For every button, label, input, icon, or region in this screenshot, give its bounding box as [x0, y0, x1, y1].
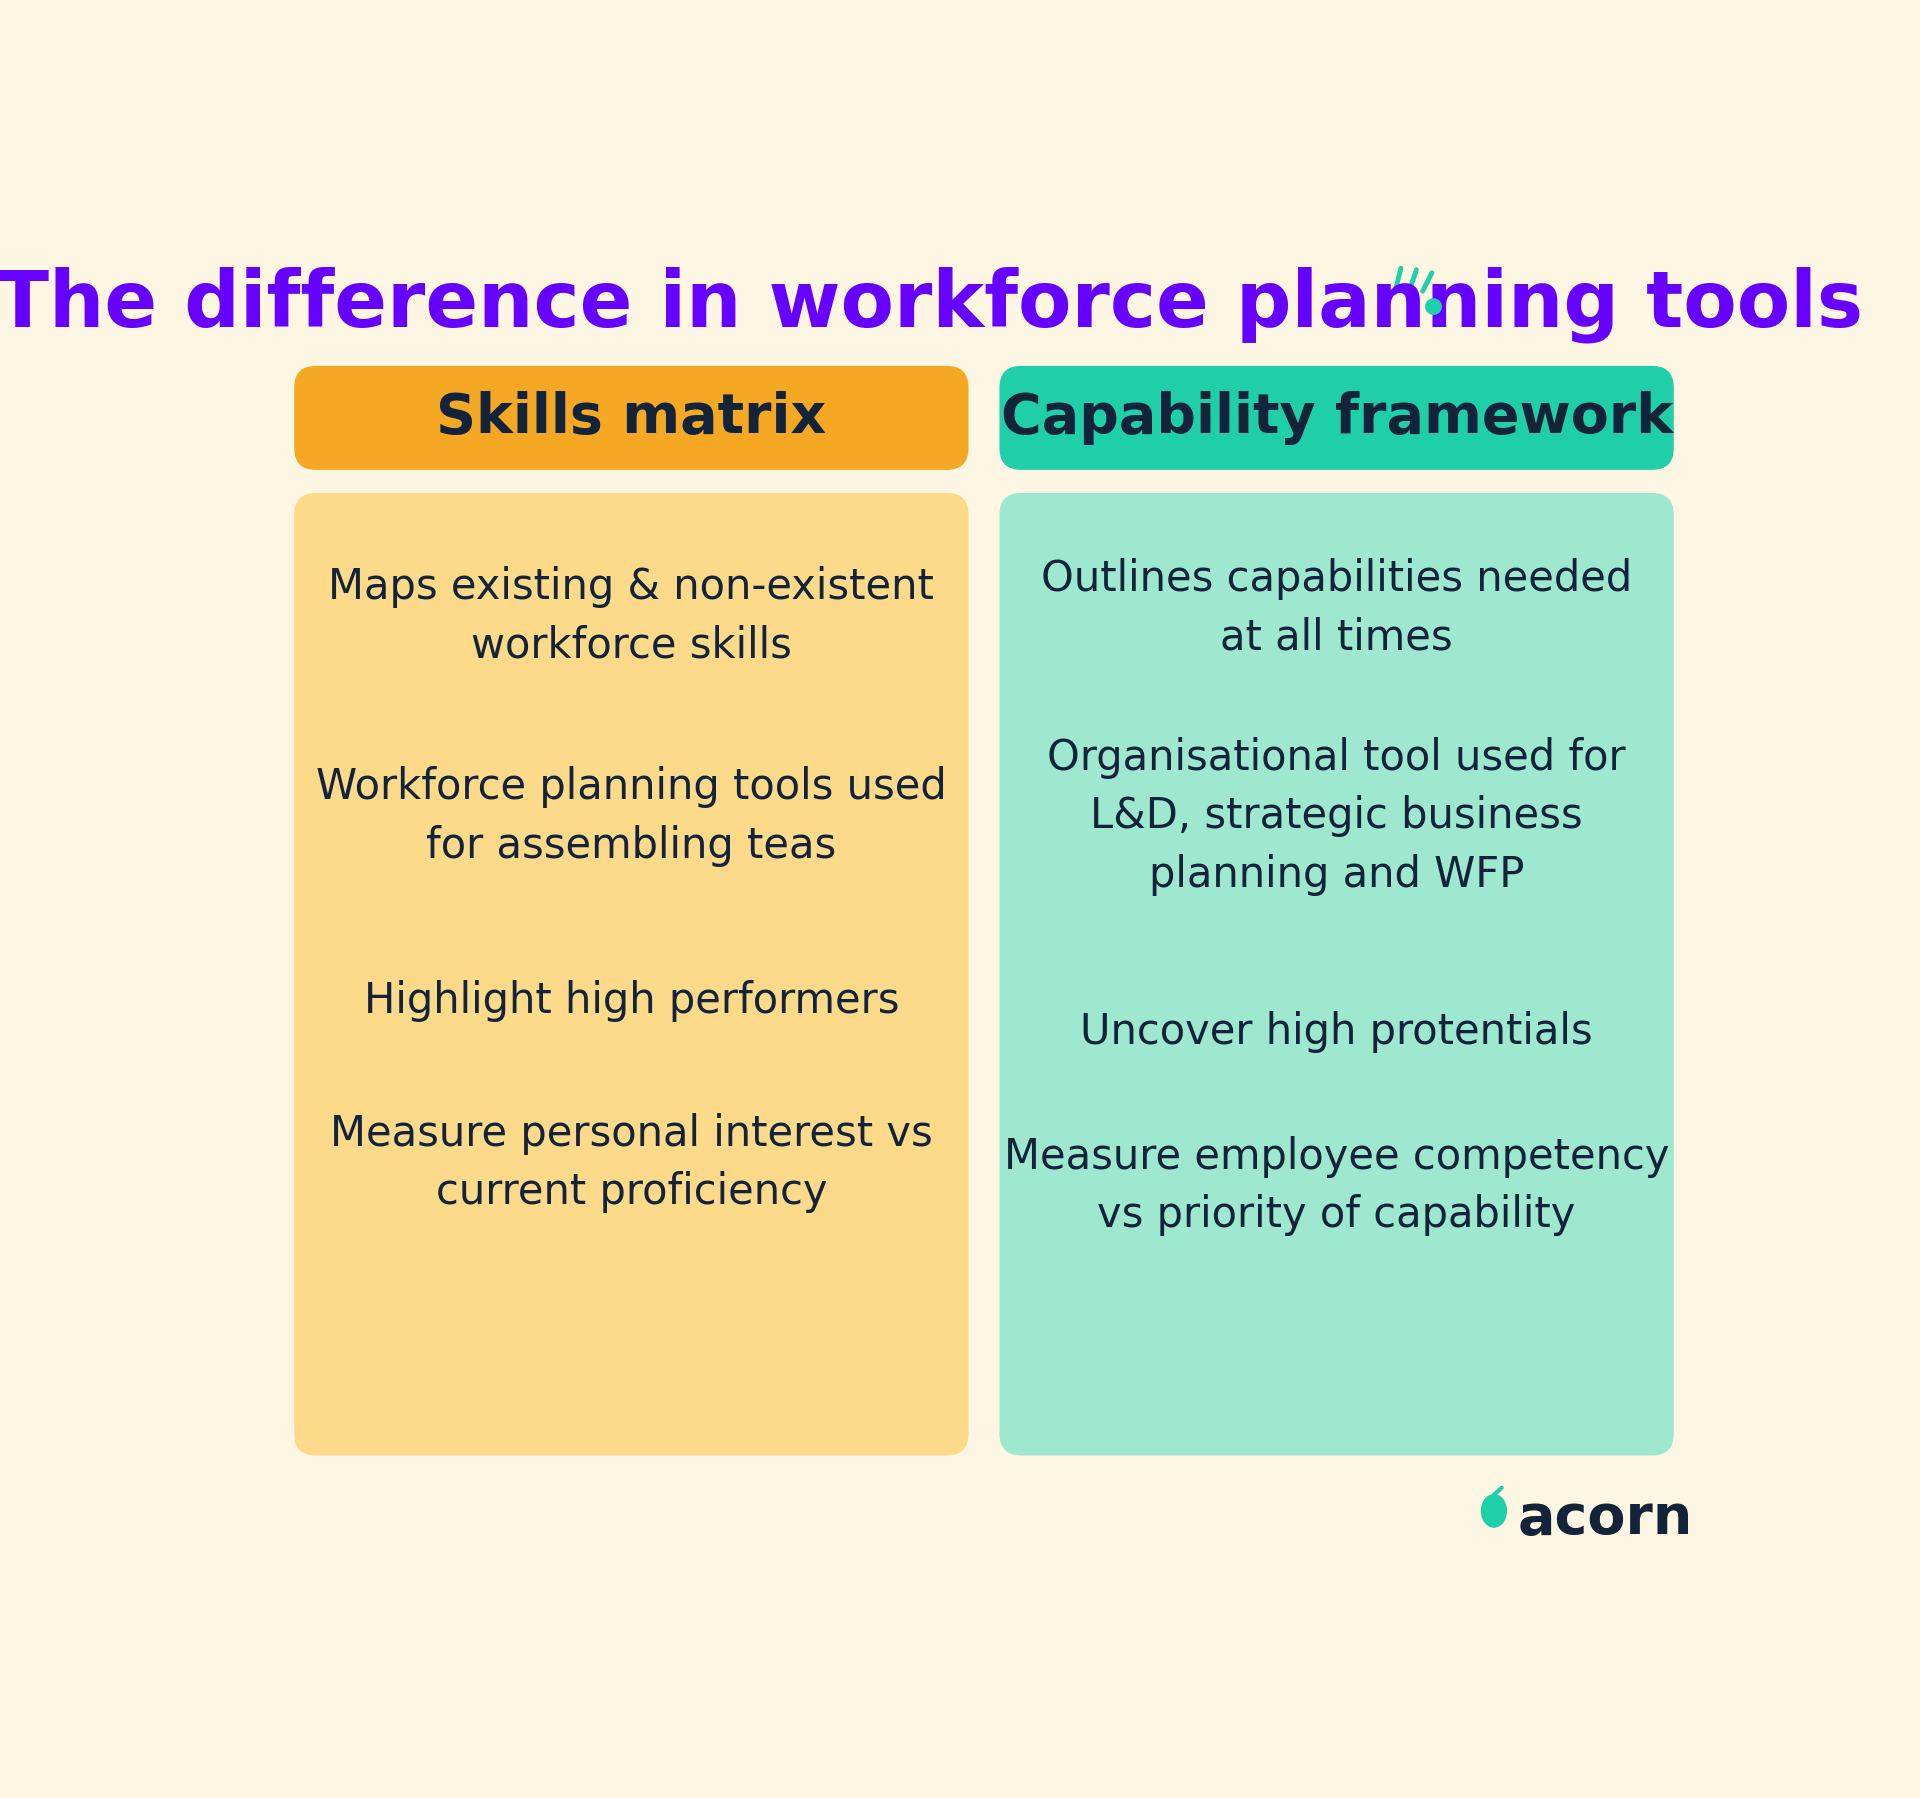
- Ellipse shape: [1482, 1494, 1507, 1527]
- Text: acorn: acorn: [1517, 1492, 1693, 1546]
- Text: Measure personal interest vs
current proficiency: Measure personal interest vs current pro…: [330, 1113, 933, 1214]
- Circle shape: [1427, 298, 1442, 315]
- Text: The difference in workforce planning tools: The difference in workforce planning too…: [0, 266, 1862, 343]
- Text: Outlines capabilities needed
at all times: Outlines capabilities needed at all time…: [1041, 557, 1632, 658]
- Text: Maps existing & non-existent
workforce skills: Maps existing & non-existent workforce s…: [328, 566, 935, 667]
- Text: Workforce planning tools used
for assembling teas: Workforce planning tools used for assemb…: [317, 766, 947, 867]
- FancyBboxPatch shape: [294, 493, 968, 1455]
- FancyBboxPatch shape: [1000, 367, 1674, 469]
- Text: Capability framework: Capability framework: [1000, 390, 1672, 444]
- Text: Uncover high protentials: Uncover high protentials: [1081, 1010, 1594, 1054]
- FancyBboxPatch shape: [294, 367, 968, 469]
- FancyBboxPatch shape: [1000, 493, 1674, 1455]
- Text: Skills matrix: Skills matrix: [436, 390, 826, 444]
- Text: Measure employee competency
vs priority of capability: Measure employee competency vs priority …: [1004, 1136, 1668, 1237]
- Text: Organisational tool used for
L&D, strategic business
planning and WFP: Organisational tool used for L&D, strate…: [1046, 737, 1626, 895]
- Text: Highlight high performers: Highlight high performers: [363, 980, 899, 1021]
